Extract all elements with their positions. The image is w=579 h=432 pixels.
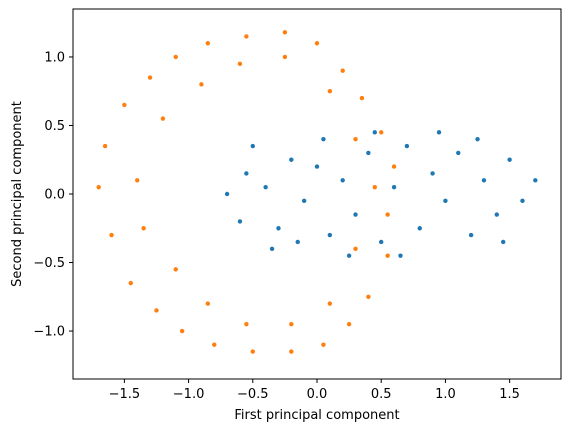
scatter-point [135,178,140,183]
scatter-point [385,253,390,258]
scatter-point [494,212,499,217]
scatter-point [244,321,249,327]
scatter-point [327,232,333,238]
scatter-point [102,143,108,149]
scatter-point [430,171,435,176]
scatter-point [475,136,480,142]
x-tick-label: 1.5 [499,387,520,402]
series-0 [224,130,538,258]
scatter-point [269,246,275,252]
scatter-point [327,301,333,306]
scatter-point [205,41,211,46]
x-axis: −1.5 −1.0 −0.5 0.0 0.5 1.0 1.5 [109,379,520,402]
scatter-point [244,34,249,39]
scatter-point [359,95,365,101]
x-tick-label: −0.5 [237,387,269,402]
x-tick-label: −1.0 [173,387,205,402]
scatter-point [128,280,133,286]
scatter-point [443,198,448,204]
x-tick-label: 1.0 [435,387,456,402]
scatter-point [301,198,307,204]
scatter-point [417,226,422,231]
scatter-point [385,212,390,217]
x-tick-label: 0.0 [307,387,328,402]
scatter-point [468,232,474,238]
x-tick-label: 0.5 [371,387,392,402]
scatter-point [237,219,243,224]
series-1 [96,30,397,354]
scatter-point [109,232,114,238]
scatter-point [282,54,288,60]
scatter-point [314,164,320,169]
scatter-point [372,184,377,190]
x-axis-label: First principal component [234,408,399,423]
y-tick-label: −1.0 [33,325,65,340]
scatter-point [321,342,326,347]
scatter-point [353,246,358,252]
scatter-point [391,164,397,169]
scatter-point [481,178,487,183]
scatter-point [289,349,294,354]
scatter-point [147,75,153,80]
scatter-point [295,239,300,245]
scatter-point [327,89,333,94]
scatter-point [205,301,211,306]
scatter-point [141,226,146,231]
points-layer [96,30,538,354]
scatter-point [179,328,185,334]
y-tick-label: −0.5 [33,256,65,271]
scatter-point [353,212,358,217]
scatter-point [507,157,512,162]
x-tick-label: −1.5 [109,387,141,402]
scatter-point [366,294,371,299]
scatter-point [346,253,352,258]
scatter-point [160,116,166,121]
scatter-point [321,136,326,142]
y-tick-label: 0.5 [44,119,65,134]
scatter-point [501,239,506,245]
scatter-point [404,143,410,149]
y-tick-label: 0.0 [44,188,65,203]
scatter-point [224,191,230,197]
scatter-point [379,239,384,245]
scatter-point [154,308,159,313]
scatter-point [289,157,294,162]
scatter-point [340,68,345,73]
plot-frame [72,8,562,380]
y-axis-label: Second principal component [10,101,25,287]
scatter-point [456,150,461,156]
y-axis: −1.0 −0.5 0.0 0.5 1.0 [33,50,73,340]
y-tick-label: 1.0 [44,50,65,65]
scatter-point [353,136,358,142]
scatter-point [379,130,384,135]
scatter-point [276,226,281,231]
scatter-point [346,321,352,327]
scatter-point [340,178,345,183]
scatter-point [173,54,178,60]
scatter-point [250,143,255,149]
scatter-point [289,321,294,327]
scatter-point [250,349,255,354]
scatter-point [122,102,127,108]
scatter-point [366,150,371,156]
scatter-point [398,253,403,258]
scatter-point [436,130,442,135]
scatter-point [314,41,320,46]
scatter-point [282,30,288,35]
scatter-point [372,130,377,135]
scatter-point [520,198,525,204]
scatter-point [173,267,178,272]
scatter-point [263,184,268,190]
scatter-point [391,184,397,190]
scatter-point [244,171,249,176]
scatter-point [199,82,204,87]
scatter-point [237,61,243,67]
scatter-point [533,178,538,183]
scatter-point [96,184,101,190]
scatter-point [212,342,217,347]
